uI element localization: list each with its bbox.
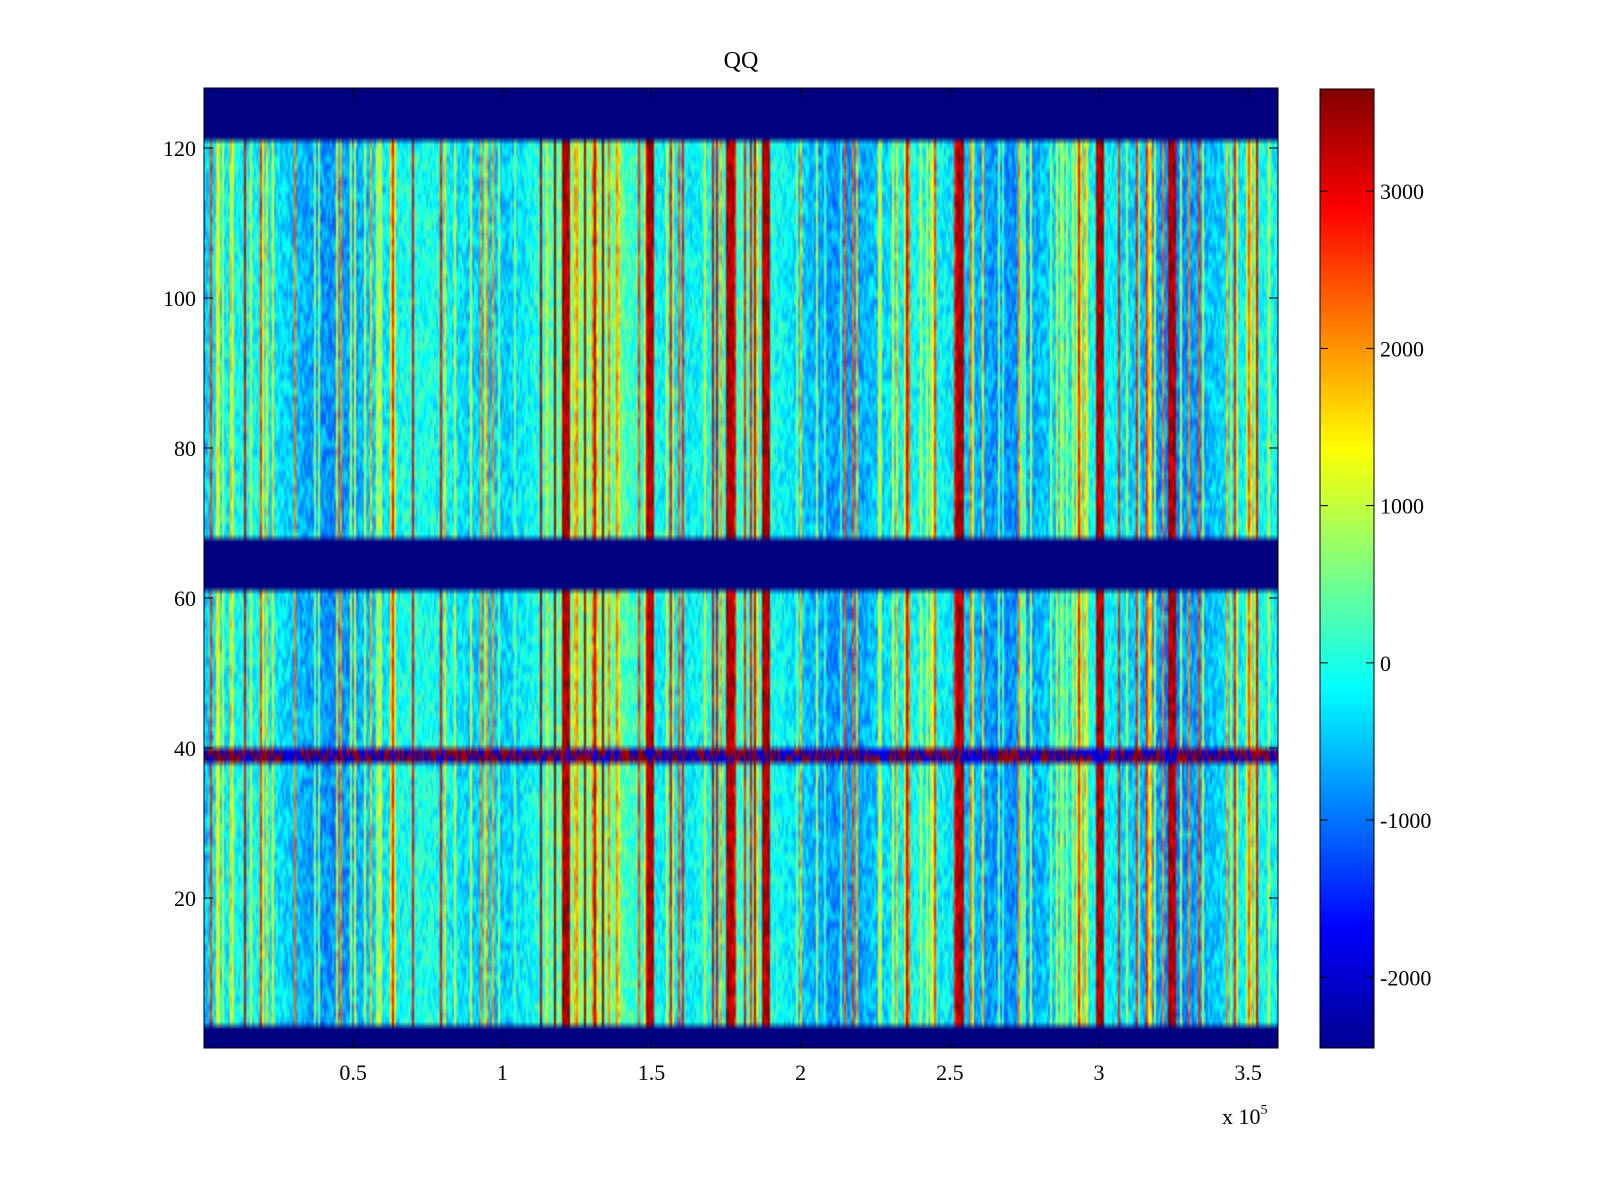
x-exponent-label: x 105	[1222, 1103, 1268, 1129]
x-tick-label: 1.5	[638, 1060, 666, 1085]
colorbar: -2000 -1000 0 1000 2000 3000	[1319, 88, 1431, 1049]
x-tick-label: 2.5	[936, 1060, 964, 1085]
x-tick-label: 2	[795, 1060, 806, 1085]
colorbar-tick-label: -1000	[1380, 808, 1431, 833]
y-axis: 20 40 60 80 100 120	[163, 136, 1278, 911]
chart-title: QQ	[724, 48, 759, 74]
colorbar-ticks: -2000 -1000 0 1000 2000 3000	[1320, 179, 1431, 990]
x-tick-label: 1	[497, 1060, 508, 1085]
colorbar-gradient	[1319, 88, 1375, 1049]
y-tick-label: 40	[174, 736, 196, 761]
colorbar-tick-label: 1000	[1380, 494, 1424, 519]
x-tick-label: 0.5	[339, 1060, 367, 1085]
colorbar-tick-label: 3000	[1380, 179, 1424, 204]
colorbar-tick-label: -2000	[1380, 965, 1431, 990]
y-tick-label: 20	[174, 886, 196, 911]
y-tick-label: 80	[174, 436, 196, 461]
y-tick-label: 120	[163, 136, 196, 161]
heatmap-image	[204, 88, 1278, 1048]
plot-axes-frame	[203, 87, 1279, 1049]
y-tick-label: 60	[174, 586, 196, 611]
x-tick-label: 3	[1094, 1060, 1105, 1085]
colorbar-tick-label: 0	[1380, 651, 1391, 676]
x-exponent-base: x 10	[1222, 1104, 1261, 1129]
x-axis: 0.5 1 1.5 2 2.5 3 3.5	[339, 88, 1262, 1085]
colorbar-tick-label: 2000	[1380, 336, 1424, 361]
x-tick-label: 3.5	[1234, 1060, 1262, 1085]
y-tick-label: 100	[163, 286, 196, 311]
heatmap	[204, 88, 1278, 1048]
x-exponent-power: 5	[1261, 1103, 1268, 1118]
